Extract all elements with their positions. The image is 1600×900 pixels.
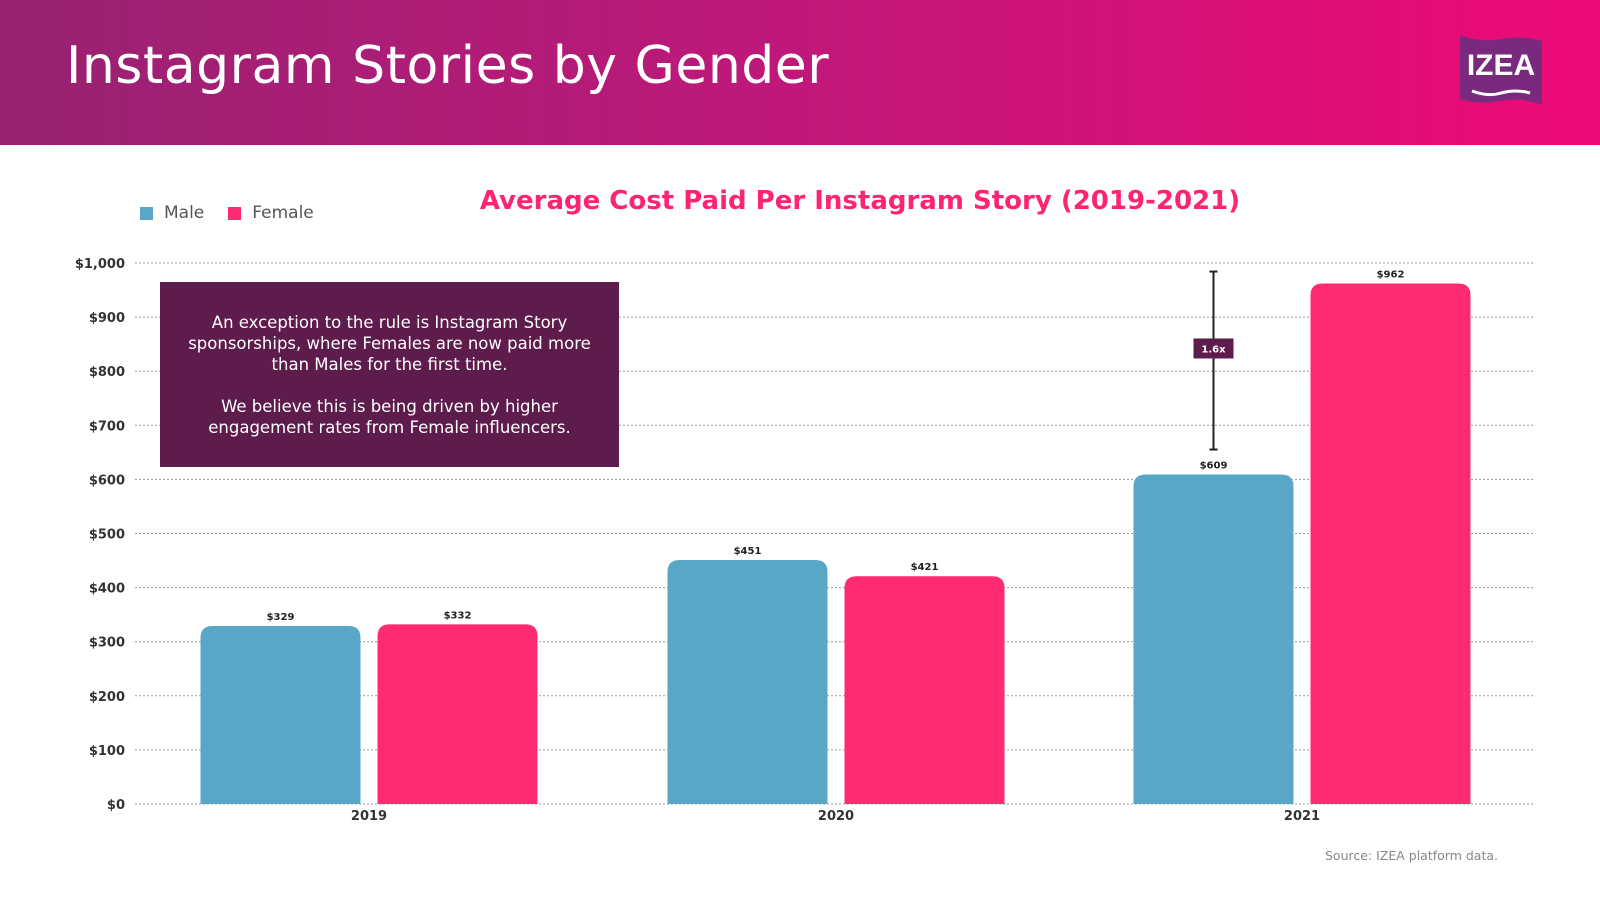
y-tick-label: $300 — [89, 636, 125, 651]
chart-legend: Male Female — [140, 203, 338, 223]
logo-flag-icon — [1460, 35, 1542, 105]
y-tick-label: $100 — [89, 744, 125, 759]
chart-title: Average Cost Paid Per Instagram Story (2… — [479, 186, 1241, 216]
data-label: $609 — [1200, 461, 1228, 472]
y-tick-label: $900 — [89, 311, 125, 326]
legend-item-male: Male — [140, 203, 204, 223]
y-tick-label: $600 — [89, 473, 125, 488]
legend-swatch-female — [228, 206, 242, 220]
data-label: $421 — [911, 562, 939, 573]
bar-male-2020 — [667, 560, 828, 804]
data-label: $962 — [1377, 270, 1405, 281]
source-note: Source: IZEA platform data. — [1324, 848, 1498, 863]
y-tick-label: $500 — [89, 528, 125, 543]
ratio-label: 1.6x — [1201, 344, 1226, 355]
legend-label-female: Female — [252, 203, 314, 223]
page-title: Instagram Stories by Gender — [66, 36, 830, 96]
bar-female-2020 — [844, 576, 1005, 804]
note-paragraph-1: An exception to the rule is Instagram St… — [188, 313, 591, 374]
ratio-badge — [1193, 338, 1234, 359]
legend-label-male: Male — [164, 203, 205, 223]
legend-item-female: Female — [228, 203, 314, 223]
x-tick-label: 2019 — [351, 809, 387, 824]
x-tick-label: 2020 — [818, 809, 854, 824]
y-tick-label: $200 — [89, 690, 125, 705]
data-label: $332 — [444, 610, 472, 621]
bar-female-2019 — [377, 624, 538, 804]
y-tick-label: $700 — [89, 419, 125, 434]
y-tick-label: $800 — [89, 365, 125, 380]
bar-male-2021 — [1133, 474, 1294, 804]
x-tick-label: 2021 — [1284, 809, 1320, 824]
data-label: $451 — [734, 546, 762, 557]
y-tick-label: $1,000 — [75, 257, 125, 272]
legend-swatch-male — [140, 206, 153, 220]
izea-logo: IZEA — [1460, 35, 1542, 105]
logo-text: IZEA — [1466, 49, 1536, 82]
note-paragraph-2: We believe this is being driven by highe… — [208, 397, 571, 437]
note-box: An exception to the rule is Instagram St… — [160, 282, 619, 467]
bar-male-2019 — [200, 626, 361, 804]
bar-female-2021 — [1310, 283, 1471, 805]
data-label: $329 — [267, 612, 295, 623]
y-tick-label: $0 — [107, 798, 125, 813]
header-banner: Instagram Stories by Gender IZEA — [0, 0, 1600, 145]
y-tick-label: $400 — [89, 582, 125, 597]
